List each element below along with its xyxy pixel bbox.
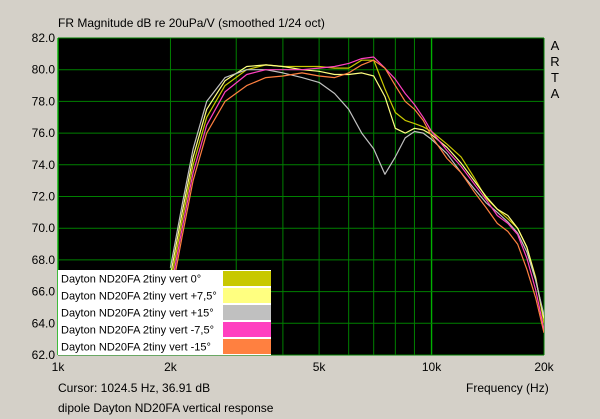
legend-label: Dayton ND20FA 2tiny vert +7,5° bbox=[61, 291, 217, 303]
legend-label: Dayton ND20FA 2tiny vert -7,5° bbox=[61, 325, 214, 337]
y-tick-label: 72.0 bbox=[32, 190, 56, 204]
x-tick-label: 5k bbox=[313, 360, 327, 374]
legend-label: Dayton ND20FA 2tiny vert 0° bbox=[61, 274, 201, 286]
y-axis-tick-labels: 62.0 64.0 66.0 68.0 70.0 72.0 74.0 76.0 78.0 80.0… bbox=[32, 31, 56, 362]
legend-swatch bbox=[223, 339, 271, 354]
legend-label: Dayton ND20FA 2tiny vert +15° bbox=[61, 308, 214, 320]
logo-letter: R bbox=[550, 54, 560, 69]
series-line bbox=[169, 69, 544, 316]
chart-title: FR Magnitude dB re 20uPa/V (smoothed 1/2… bbox=[58, 16, 325, 30]
y-tick-label: 80.0 bbox=[32, 63, 56, 77]
x-tick-label: 2k bbox=[164, 360, 178, 374]
series-line bbox=[169, 64, 544, 319]
logo-letter: A bbox=[550, 86, 560, 101]
series-line bbox=[169, 56, 544, 330]
y-tick-label: 78.0 bbox=[32, 94, 56, 108]
series-line bbox=[169, 59, 544, 333]
x-tick-label: 1k bbox=[52, 360, 66, 374]
x-axis-tick-labels: 1k 2k 5k 10k 20k bbox=[52, 360, 555, 374]
series-lines bbox=[169, 56, 544, 333]
y-tick-label: 70.0 bbox=[32, 221, 56, 235]
legend-swatch bbox=[223, 305, 271, 320]
legend-swatch bbox=[223, 288, 271, 303]
y-tick-label: 82.0 bbox=[32, 31, 56, 45]
logo-letter: T bbox=[551, 70, 559, 85]
legend-label: Dayton ND20FA 2tiny vert -15° bbox=[61, 342, 211, 354]
arta-logo: A R T A bbox=[548, 38, 562, 102]
chart-caption: dipole Dayton ND20FA vertical response bbox=[58, 401, 274, 415]
x-tick-label: 20k bbox=[534, 360, 554, 374]
y-tick-label: 74.0 bbox=[32, 158, 56, 172]
x-tick-label: 10k bbox=[422, 360, 442, 374]
legend: Dayton ND20FA 2tiny vert 0° Dayton ND20FA… bbox=[58, 270, 271, 355]
grid-lines bbox=[57, 37, 545, 356]
legend-swatch bbox=[223, 322, 271, 337]
cursor-readout: Cursor: 1024.5 Hz, 36.91 dB bbox=[58, 381, 211, 395]
y-tick-label: 66.0 bbox=[32, 285, 56, 299]
y-tick-label: 76.0 bbox=[32, 126, 56, 140]
x-axis-title: Frequency (Hz) bbox=[466, 381, 549, 395]
y-tick-label: 62.0 bbox=[32, 348, 56, 362]
logo-letter: A bbox=[550, 38, 560, 53]
y-tick-label: 64.0 bbox=[32, 316, 56, 330]
y-tick-label: 68.0 bbox=[32, 253, 56, 267]
legend-swatch bbox=[223, 271, 271, 286]
